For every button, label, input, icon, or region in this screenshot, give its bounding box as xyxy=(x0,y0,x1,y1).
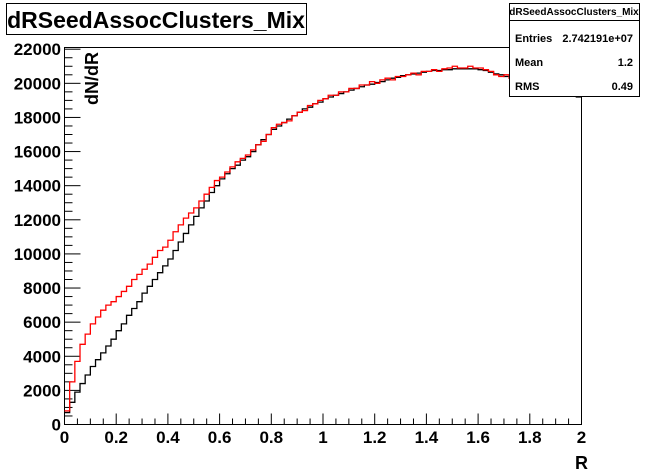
title-box: dRSeedAssocClusters_Mix xyxy=(6,3,307,35)
x-tick-label: 1.2 xyxy=(363,428,387,447)
x-tick-label: 0.6 xyxy=(208,428,232,447)
stats-mean-value: 1.2 xyxy=(618,57,633,69)
stats-entries-label: Entries xyxy=(515,33,552,45)
y-tick-label: 20000 xyxy=(14,74,61,93)
histogram-line-black xyxy=(64,68,582,414)
y-tick-labels: 0 2000 4000 6000 8000 10000 12000 14000 16000 180… xyxy=(14,40,61,434)
stats-box: dRSeedAssocClusters_Mix Entries 2.742191… xyxy=(509,3,640,97)
x-tick-labels: 0 0.2 0.4 0.6 0.8 1 1.2 1.4 1.6 1.8 2 xyxy=(60,428,586,447)
stats-entries-value: 2.742191e+07 xyxy=(562,33,633,45)
y-tick-label: 6000 xyxy=(23,313,61,332)
stats-rms-label: RMS xyxy=(515,81,539,93)
x-tick-label: 1.8 xyxy=(518,428,542,447)
stats-title: dRSeedAssocClusters_Mix xyxy=(509,7,639,18)
x-tick-label: 2 xyxy=(577,428,586,447)
histogram-series xyxy=(64,65,582,414)
y-tick-label: 2000 xyxy=(23,381,61,400)
x-tick-label: 1.4 xyxy=(415,428,439,447)
y-tick-label: 4000 xyxy=(23,347,61,366)
y-tick-label: 14000 xyxy=(14,177,61,196)
y-tick-label: 0 xyxy=(52,416,61,435)
stats-mean-label: Mean xyxy=(515,57,543,69)
axis-ticks xyxy=(64,48,582,425)
x-tick-label: 0.8 xyxy=(259,428,283,447)
y-tick-label: 12000 xyxy=(14,211,61,230)
histogram-line-red xyxy=(64,65,582,412)
plot-frame xyxy=(64,47,582,425)
y-tick-label: 22000 xyxy=(14,40,61,59)
x-tick-label: 1.6 xyxy=(466,428,490,447)
x-tick-label: 1 xyxy=(318,428,327,447)
x-tick-label: 0 xyxy=(60,428,69,447)
y-tick-label: 10000 xyxy=(14,245,61,264)
y-axis-title: dN/dR xyxy=(82,52,102,105)
x-tick-label: 0.2 xyxy=(104,428,128,447)
series-red xyxy=(64,65,582,412)
stats-rms-value: 0.49 xyxy=(612,81,633,93)
y-tick-label: 16000 xyxy=(14,143,61,162)
chart-title: dRSeedAssocClusters_Mix xyxy=(7,7,305,33)
y-tick-label: 18000 xyxy=(14,108,61,127)
series-black xyxy=(64,68,582,414)
x-tick-label: 0.4 xyxy=(156,428,180,447)
y-tick-label: 8000 xyxy=(23,279,61,298)
x-axis-title: R xyxy=(575,453,588,472)
